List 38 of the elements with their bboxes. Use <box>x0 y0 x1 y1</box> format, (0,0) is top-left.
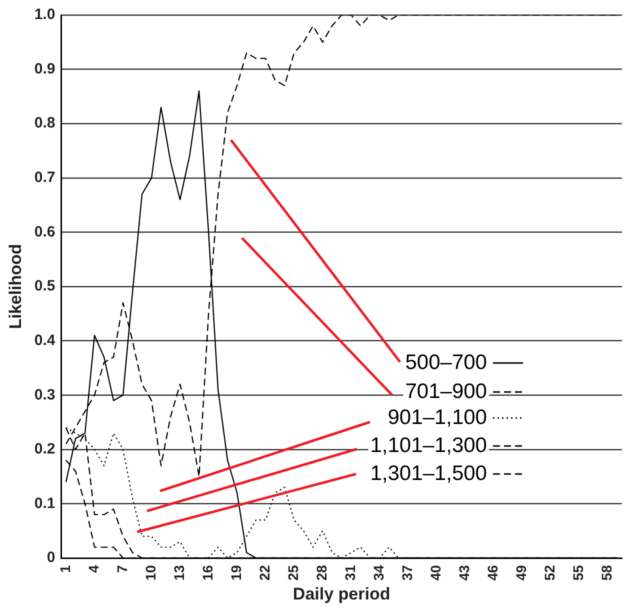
y-tick-label: 0.1 <box>34 494 56 512</box>
x-tick-label: 7 <box>114 564 130 573</box>
x-tick-label: 31 <box>342 564 358 581</box>
x-tick-label: 16 <box>199 564 216 581</box>
x-tick-label: 1 <box>56 564 73 573</box>
x-tick-label: 37 <box>398 564 415 581</box>
x-tick-label: 22 <box>256 564 272 581</box>
x-tick-label: 19 <box>228 564 244 581</box>
x-tick-label: 40 <box>427 564 444 581</box>
x-tick-label: 25 <box>284 564 301 581</box>
y-tick-label: 0.4 <box>34 332 56 349</box>
x-tick-label: 34 <box>370 564 386 581</box>
legend-label: 901–1,100 <box>388 406 487 429</box>
y-tick-label: 0.2 <box>34 440 56 458</box>
x-axis-title: Daily period <box>292 584 390 604</box>
y-tick-label: 0.6 <box>34 223 56 240</box>
legend-label: 500–700 <box>405 350 487 374</box>
y-tick-label: 1.0 <box>34 6 56 24</box>
x-tick-label: 4 <box>85 564 102 573</box>
y-tick-label: 0 <box>46 549 56 566</box>
legend-label: 1,301–1,500 <box>370 462 487 485</box>
x-tick-label: 49 <box>512 564 529 581</box>
x-tick-label: 55 <box>570 564 586 581</box>
legend-label: 1,101–1,300 <box>370 434 487 457</box>
x-tick-label: 10 <box>142 564 158 581</box>
x-tick-label: 13 <box>170 564 187 581</box>
y-tick-label: 0.5 <box>34 278 56 295</box>
y-tick-label: 0.9 <box>34 60 56 78</box>
x-tick-label: 28 <box>313 564 330 581</box>
y-tick-label: 0.3 <box>34 386 56 404</box>
legend-label: 701–900 <box>405 380 487 403</box>
x-tick-label: 58 <box>598 564 615 581</box>
x-tick-label: 52 <box>542 564 558 581</box>
y-tick-label: 0.7 <box>34 169 56 186</box>
x-tick-label: 46 <box>484 564 500 581</box>
x-tick-label: 43 <box>456 564 472 581</box>
y-tick-label: 0.8 <box>34 114 56 132</box>
y-axis-title: Likelihood <box>6 244 25 330</box>
